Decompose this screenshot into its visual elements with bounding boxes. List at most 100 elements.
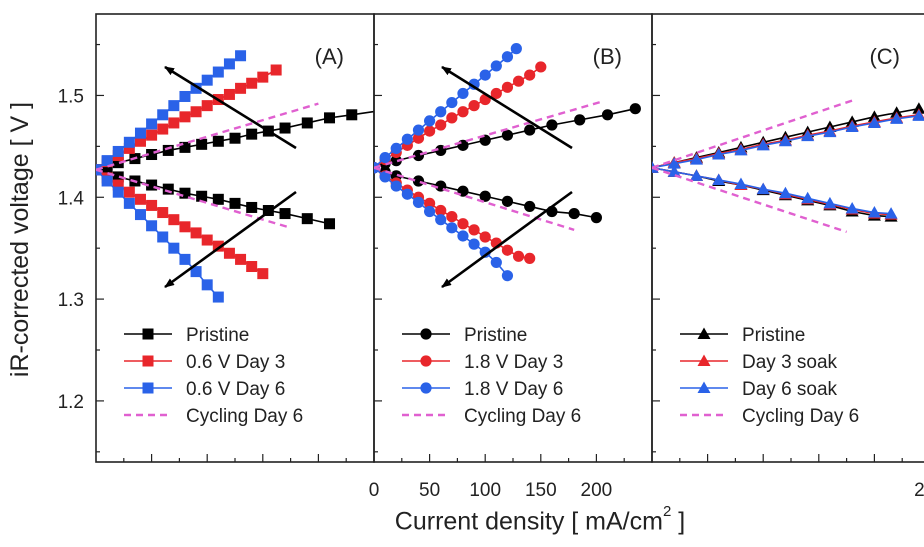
legend-label: Day 6 soak (742, 379, 838, 400)
data-point (235, 253, 247, 265)
data-point (524, 200, 536, 213)
panel-b: 0 50 100 150 200 (B) Pristine 1.8 V Day 3 1.8 V … (369, 13, 653, 501)
data-point (912, 102, 924, 114)
data-point (412, 124, 425, 136)
data-point (134, 135, 146, 147)
data-point (196, 138, 208, 150)
data-point (468, 100, 480, 112)
data-point (401, 188, 413, 200)
data-point (412, 196, 425, 208)
x-axis-title: Current density [ mA/cm2 ] (394, 503, 686, 536)
data-point (524, 252, 536, 264)
data-point (490, 256, 502, 269)
data-point (778, 186, 792, 199)
data-point (756, 182, 770, 195)
legend-marker (697, 381, 711, 393)
data-point (229, 132, 241, 144)
data-point (890, 112, 904, 124)
x-tick-label: 250 (914, 480, 924, 501)
data-point (512, 250, 525, 262)
legend-marker (142, 382, 154, 394)
data-point (446, 211, 458, 223)
data-point (468, 78, 480, 90)
y-axis-title: iR-corrected voltage [ V ] (6, 101, 35, 377)
data-point (734, 143, 748, 156)
legend-label: Cycling Day 6 (742, 406, 859, 427)
legend-label: Pristine (742, 325, 805, 346)
data-point (446, 112, 458, 124)
data-point (867, 116, 881, 128)
data-point (501, 81, 514, 93)
y-tick-label: 1.5 (58, 86, 84, 107)
legend-marker (420, 355, 432, 367)
data-point (689, 153, 703, 165)
data-point (510, 43, 522, 55)
data-point (246, 128, 258, 140)
data-point (146, 149, 158, 161)
data-point (190, 106, 202, 118)
data-point (823, 125, 837, 138)
trend-arrow-b-upper (441, 65, 573, 150)
data-point (479, 69, 491, 81)
series-line (96, 102, 319, 171)
data-point (412, 132, 425, 144)
panel-label: (B) (593, 44, 622, 69)
data-point (112, 145, 124, 157)
data-point (468, 238, 480, 250)
data-point (845, 120, 859, 133)
data-point (212, 240, 224, 252)
data-point (845, 201, 859, 214)
data-point (235, 50, 247, 62)
data-point (457, 230, 469, 242)
data-point (379, 171, 391, 183)
data-point (123, 136, 135, 148)
data-point (190, 227, 202, 239)
data-point (601, 109, 614, 121)
x-tick-label: 150 (525, 480, 557, 501)
data-point (123, 186, 135, 198)
legend-marker (142, 328, 154, 340)
data-point (801, 129, 815, 142)
data-point (146, 199, 158, 211)
data-point (301, 117, 313, 129)
data-point (162, 183, 174, 195)
data-point (884, 207, 898, 219)
data-point (524, 124, 536, 136)
data-point (257, 71, 269, 83)
legend-label: 0.6 V Day 6 (186, 379, 285, 400)
data-point (190, 82, 202, 94)
data-point (112, 171, 124, 183)
data-point (168, 242, 180, 254)
legend-marker (697, 354, 711, 366)
data-point (157, 231, 169, 243)
data-point (212, 193, 224, 205)
data-point (712, 148, 726, 160)
data-point (479, 190, 491, 202)
data-point (435, 106, 447, 118)
legend-label: 0.6 V Day 3 (186, 352, 285, 373)
data-point (524, 69, 536, 81)
data-point (867, 206, 881, 218)
data-point (346, 109, 358, 121)
data-point (179, 187, 191, 199)
y-tick-label: 1.4 (58, 188, 85, 209)
data-point (101, 155, 113, 167)
legend-marker (420, 382, 432, 394)
data-point (201, 279, 213, 291)
data-point (162, 144, 174, 156)
legend-marker (420, 328, 432, 340)
data-point (223, 58, 235, 70)
data-point (912, 109, 924, 121)
data-point (146, 129, 158, 141)
data-point (535, 61, 547, 73)
data-point (279, 208, 291, 220)
data-point (479, 246, 491, 258)
data-point (112, 179, 124, 191)
legend-label: Cycling Day 6 (464, 406, 581, 427)
data-point (574, 114, 586, 126)
data-point (190, 266, 202, 278)
data-point (157, 123, 169, 135)
data-point (468, 224, 480, 236)
data-point (270, 64, 282, 76)
